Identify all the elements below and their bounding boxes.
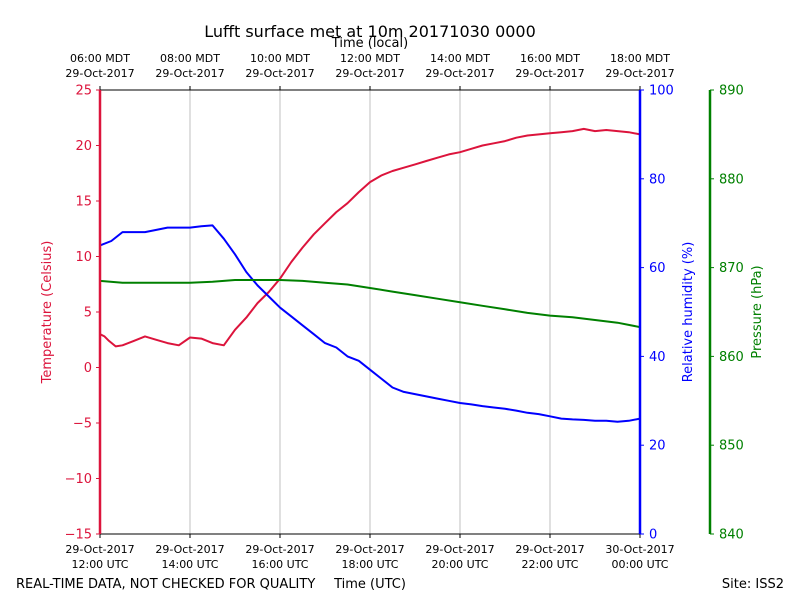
chart-title: Lufft surface met at 10m 20171030 0000 — [204, 22, 536, 41]
x-tick-label-date: 30-Oct-2017 — [605, 543, 674, 556]
pressure-tick-label: 860 — [719, 350, 744, 365]
temperature-tick-label: −10 — [65, 472, 92, 487]
top-tick-label-time: 12:00 MDT — [340, 52, 400, 65]
top-tick-label-time: 10:00 MDT — [250, 52, 310, 65]
top-axis-label: Time (local) — [331, 36, 408, 51]
pressure-tick-label: 870 — [719, 261, 744, 276]
temperature-tick-label: −15 — [65, 528, 92, 543]
humidity-axis-label: Relative humidity (%) — [681, 242, 696, 383]
humidity-tick-label: 40 — [649, 350, 666, 365]
pressure-tick-label: 840 — [719, 528, 744, 543]
pressure-axis-label: Pressure (hPa) — [750, 265, 765, 358]
x-axis-label: Time (UTC) — [333, 577, 406, 592]
top-tick-label-date: 29-Oct-2017 — [425, 67, 494, 80]
pressure-tick-label: 880 — [719, 172, 744, 187]
top-tick-label-time: 14:00 MDT — [430, 52, 490, 65]
top-tick-label-date: 29-Oct-2017 — [245, 67, 314, 80]
pressure-tick-label: 890 — [719, 84, 744, 99]
x-tick-label-time: 20:00 UTC — [431, 558, 488, 571]
x-tick-label-date: 29-Oct-2017 — [245, 543, 314, 556]
quality-warning: REAL-TIME DATA, NOT CHECKED FOR QUALITY — [16, 577, 315, 592]
y-ticks: 25 20 15 10 5 0 −5 −10 −15 100 80 60 40 20 0 890 880 870 8… — [65, 84, 744, 543]
temperature-tick-label: 10 — [75, 250, 92, 265]
pressure-tick-label: 850 — [719, 439, 744, 454]
x-tick-label-time: 14:00 UTC — [161, 558, 218, 571]
temperature-axis-label: Temperature (Celsius) — [40, 241, 55, 385]
pressure-series-line — [99, 279, 641, 329]
x-tick-label-date: 29-Oct-2017 — [155, 543, 224, 556]
temperature-tick-label: 20 — [75, 139, 92, 154]
humidity-tick-label: 100 — [649, 84, 674, 99]
humidity-tick-label: 20 — [649, 439, 666, 454]
temperature-tick-label: −5 — [73, 417, 92, 432]
x-tick-label-time: 00:00 UTC — [611, 558, 668, 571]
top-tick-label-date: 29-Oct-2017 — [65, 67, 134, 80]
humidity-series-line — [99, 224, 641, 423]
temperature-series-line — [99, 127, 641, 348]
top-tick-label-time: 18:00 MDT — [610, 52, 670, 65]
x-tick-label-date: 29-Oct-2017 — [425, 543, 494, 556]
grid — [189, 90, 551, 534]
x-tick-label-date: 29-Oct-2017 — [65, 543, 134, 556]
x-tick-label-date: 29-Oct-2017 — [515, 543, 584, 556]
top-tick-label-time: 16:00 MDT — [520, 52, 580, 65]
top-tick-label-date: 29-Oct-2017 — [515, 67, 584, 80]
top-tick-label-date: 29-Oct-2017 — [335, 67, 404, 80]
humidity-tick-label: 60 — [649, 261, 666, 276]
x-ticks: 29-Oct-2017 12:00 UTC 06:00 MDT 29-Oct-2017… — [65, 52, 674, 571]
site-label: Site: ISS2 — [722, 577, 784, 592]
temperature-tick-label: 5 — [84, 306, 92, 321]
x-tick-label-time: 22:00 UTC — [521, 558, 578, 571]
humidity-tick-label: 0 — [649, 528, 657, 543]
temperature-tick-label: 15 — [75, 195, 92, 210]
temperature-tick-label: 0 — [84, 361, 92, 376]
top-tick-label-time: 08:00 MDT — [160, 52, 220, 65]
x-tick-label-time: 18:00 UTC — [341, 558, 398, 571]
x-tick-label-date: 29-Oct-2017 — [335, 543, 404, 556]
humidity-tick-label: 80 — [649, 172, 666, 187]
x-tick-label-time: 16:00 UTC — [251, 558, 308, 571]
top-tick-label-time: 06:00 MDT — [70, 52, 130, 65]
x-tick-label-time: 12:00 UTC — [71, 558, 128, 571]
top-tick-label-date: 29-Oct-2017 — [155, 67, 224, 80]
temperature-tick-label: 25 — [75, 84, 92, 99]
series-layer — [99, 127, 641, 423]
top-tick-label-date: 29-Oct-2017 — [605, 67, 674, 80]
